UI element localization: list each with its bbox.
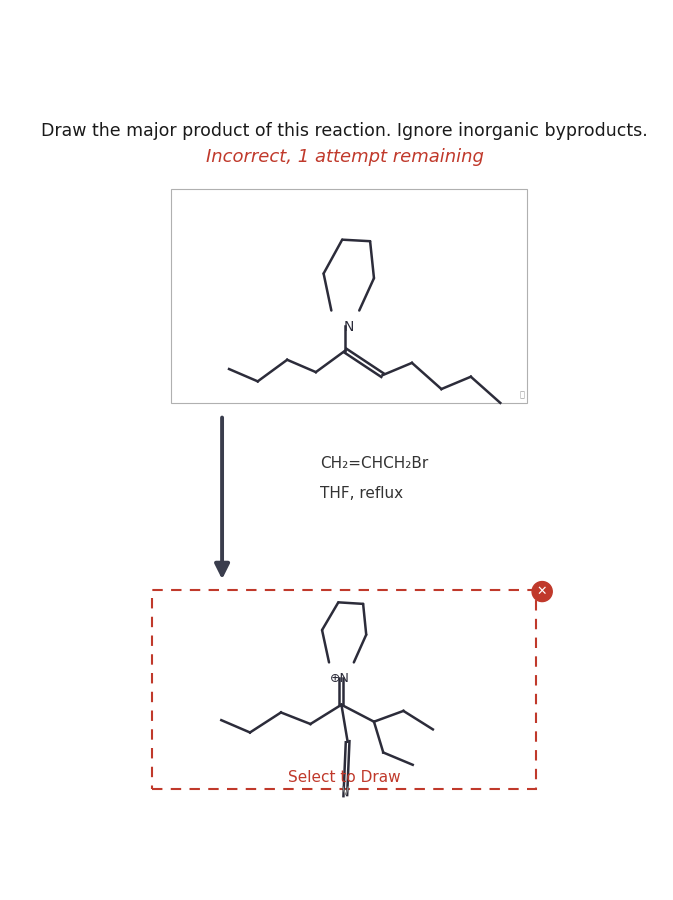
Text: 🔍: 🔍 [520, 391, 524, 400]
Text: N: N [343, 320, 353, 334]
Text: CH₂=CHCH₂Br: CH₂=CHCH₂Br [320, 456, 429, 472]
Text: THF, reflux: THF, reflux [320, 485, 404, 500]
Circle shape [532, 581, 553, 601]
Text: Draw the major product of this reaction. Ignore inorganic byproducts.: Draw the major product of this reaction.… [41, 122, 648, 140]
Bar [171, 189, 528, 403]
Text: Incorrect, 1 attempt remaining: Incorrect, 1 attempt remaining [205, 148, 483, 166]
Text: ∨: ∨ [339, 784, 350, 798]
Bar [152, 590, 536, 788]
Text: ⊕N: ⊕N [330, 671, 350, 685]
Text: ✕: ✕ [537, 585, 547, 598]
Text: Select to Draw: Select to Draw [288, 770, 401, 786]
